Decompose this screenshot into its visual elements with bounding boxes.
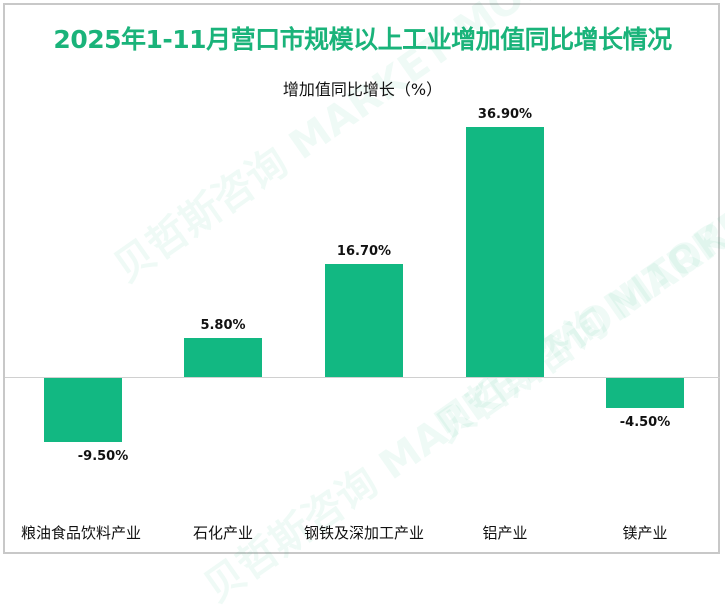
bar [184,337,262,377]
bar [466,127,544,377]
chart-frame [3,3,720,554]
category-label: 钢铁及深加工产业 [303,524,424,542]
bar [325,263,403,377]
data-label: -9.50% [77,449,129,465]
series-label: 增加值同比增长（%） [282,80,443,99]
bar [606,378,684,409]
chart-title: 2025年1-11月营口市规模以上工业增加值同比增长情况 [53,25,672,54]
bar [44,378,122,443]
category-label: 粮油食品饮料产业 [20,524,141,542]
data-label: 36.90% [477,107,533,122]
data-label: -4.50% [619,415,671,431]
category-label: 石化产业 [192,524,253,542]
data-label: 16.70% [336,243,392,259]
category-label: 铝产业 [482,524,528,542]
category-label: 镁产业 [622,524,668,542]
zero-axis [5,377,720,378]
data-label: 5.80% [200,317,246,333]
